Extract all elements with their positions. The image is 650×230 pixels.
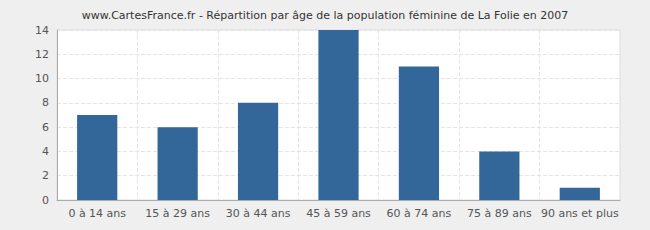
svg-text:0: 0 <box>42 194 49 207</box>
svg-text:8: 8 <box>42 96 49 109</box>
svg-text:12: 12 <box>35 48 49 61</box>
svg-text:10: 10 <box>35 72 49 85</box>
svg-text:14: 14 <box>35 24 49 37</box>
svg-text:2: 2 <box>42 169 49 182</box>
svg-text:6: 6 <box>42 121 49 134</box>
svg-text:15 à 29 ans: 15 à 29 ans <box>145 207 210 220</box>
svg-text:90 ans et plus: 90 ans et plus <box>541 207 619 220</box>
svg-text:45 à 59 ans: 45 à 59 ans <box>306 207 371 220</box>
svg-text:0 à 14 ans: 0 à 14 ans <box>68 207 126 220</box>
svg-text:75 à 89 ans: 75 à 89 ans <box>467 207 532 220</box>
svg-text:30 à 44 ans: 30 à 44 ans <box>226 207 291 220</box>
svg-text:60 à 74 ans: 60 à 74 ans <box>387 207 452 220</box>
svg-text:www.CartesFrance.fr - Répartit: www.CartesFrance.fr - Répartition par âg… <box>82 9 569 22</box>
svg-text:4: 4 <box>42 145 49 158</box>
